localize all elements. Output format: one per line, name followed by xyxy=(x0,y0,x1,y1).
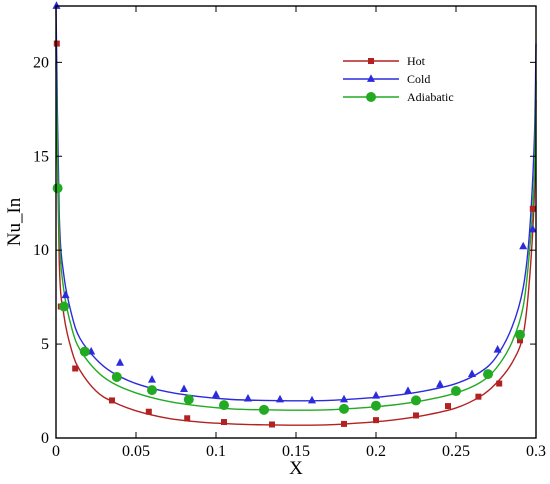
data-point-hot xyxy=(53,40,60,47)
series-line-hot xyxy=(55,43,537,426)
data-point-hot xyxy=(109,397,115,404)
y-tick-label: 0 xyxy=(41,430,49,447)
data-point-adiabatic xyxy=(59,301,69,312)
x-tick-label: 0 xyxy=(52,443,60,460)
data-point-hot xyxy=(145,408,152,415)
data-point-hot xyxy=(496,380,503,387)
y-tick-label: 10 xyxy=(33,242,49,259)
data-point-hot xyxy=(413,412,419,419)
data-point-adiabatic xyxy=(339,403,349,414)
legend-swatch-marker xyxy=(368,58,374,64)
data-point-hot xyxy=(475,393,482,400)
data-point-cold xyxy=(493,345,502,353)
data-point-cold xyxy=(528,224,537,233)
x-tick-label: 0.25 xyxy=(442,443,470,460)
data-point-cold xyxy=(519,241,528,250)
data-point-cold xyxy=(404,386,412,394)
data-point-adiabatic xyxy=(515,329,525,340)
legend-item-cold: Cold xyxy=(343,72,430,86)
x-tick-label: 0.05 xyxy=(122,443,150,460)
series-line-cold xyxy=(55,5,537,402)
data-point-adiabatic xyxy=(79,346,90,357)
data-point-hot xyxy=(373,417,379,424)
data-point-cold xyxy=(116,358,124,366)
data-point-cold xyxy=(436,379,444,388)
data-point-hot xyxy=(269,421,275,428)
x-axis-title: X xyxy=(289,458,303,479)
data-point-adiabatic xyxy=(411,395,421,406)
series-markers-layer xyxy=(52,1,537,428)
data-point-cold xyxy=(276,394,284,403)
data-point-cold xyxy=(340,394,348,403)
series-lines-layer xyxy=(55,5,537,426)
y-axis: 0 5 10 15 20 xyxy=(33,54,536,447)
data-point-adiabatic xyxy=(259,404,269,415)
data-point-adiabatic xyxy=(111,371,122,382)
data-point-hot xyxy=(72,365,79,372)
y-tick-label: 20 xyxy=(33,54,49,71)
data-point-cold xyxy=(148,375,156,383)
plot-frame xyxy=(55,5,537,439)
legend-swatch-marker xyxy=(367,74,375,82)
data-point-cold xyxy=(244,393,252,402)
y-tick-label: 5 xyxy=(41,336,49,353)
data-point-adiabatic xyxy=(371,400,381,411)
legend-item-adiabatic: Adiabatic xyxy=(343,90,454,104)
legend: Hot Cold Adiabatic xyxy=(343,54,454,104)
y-axis-title: Nu_In xyxy=(4,197,25,246)
x-tick-label: 0.1 xyxy=(206,443,226,460)
data-point-adiabatic xyxy=(147,385,157,396)
legend-label: Cold xyxy=(407,72,430,86)
data-point-cold xyxy=(180,384,188,393)
data-point-hot xyxy=(445,403,451,410)
legend-label: Hot xyxy=(407,54,426,68)
data-point-adiabatic xyxy=(52,183,63,194)
data-point-hot xyxy=(221,419,227,426)
data-point-cold xyxy=(308,395,316,404)
series-line-adiabatic xyxy=(55,62,537,411)
data-point-adiabatic xyxy=(483,369,493,380)
data-point-hot xyxy=(341,420,347,427)
data-point-hot xyxy=(184,415,191,422)
data-point-hot xyxy=(529,205,536,212)
x-tick-label: 0.3 xyxy=(526,443,546,460)
data-point-hot xyxy=(517,337,523,344)
data-point-cold xyxy=(468,369,476,378)
data-point-cold xyxy=(61,290,70,299)
x-tick-label: 0.15 xyxy=(282,443,310,460)
legend-swatch-marker xyxy=(366,92,376,102)
legend-item-hot: Hot xyxy=(343,54,426,68)
data-point-cold xyxy=(372,391,380,399)
data-point-adiabatic xyxy=(183,394,194,405)
legend-label: Adiabatic xyxy=(407,90,454,104)
data-point-cold xyxy=(52,1,61,9)
x-axis: 0 0.05 0.1 0.15 0.2 0.25 0.3 xyxy=(52,6,546,460)
data-point-adiabatic xyxy=(451,386,461,397)
data-point-cold xyxy=(212,390,220,398)
data-point-adiabatic xyxy=(219,400,229,411)
y-tick-label: 15 xyxy=(33,148,49,165)
x-tick-label: 0.2 xyxy=(366,443,386,460)
